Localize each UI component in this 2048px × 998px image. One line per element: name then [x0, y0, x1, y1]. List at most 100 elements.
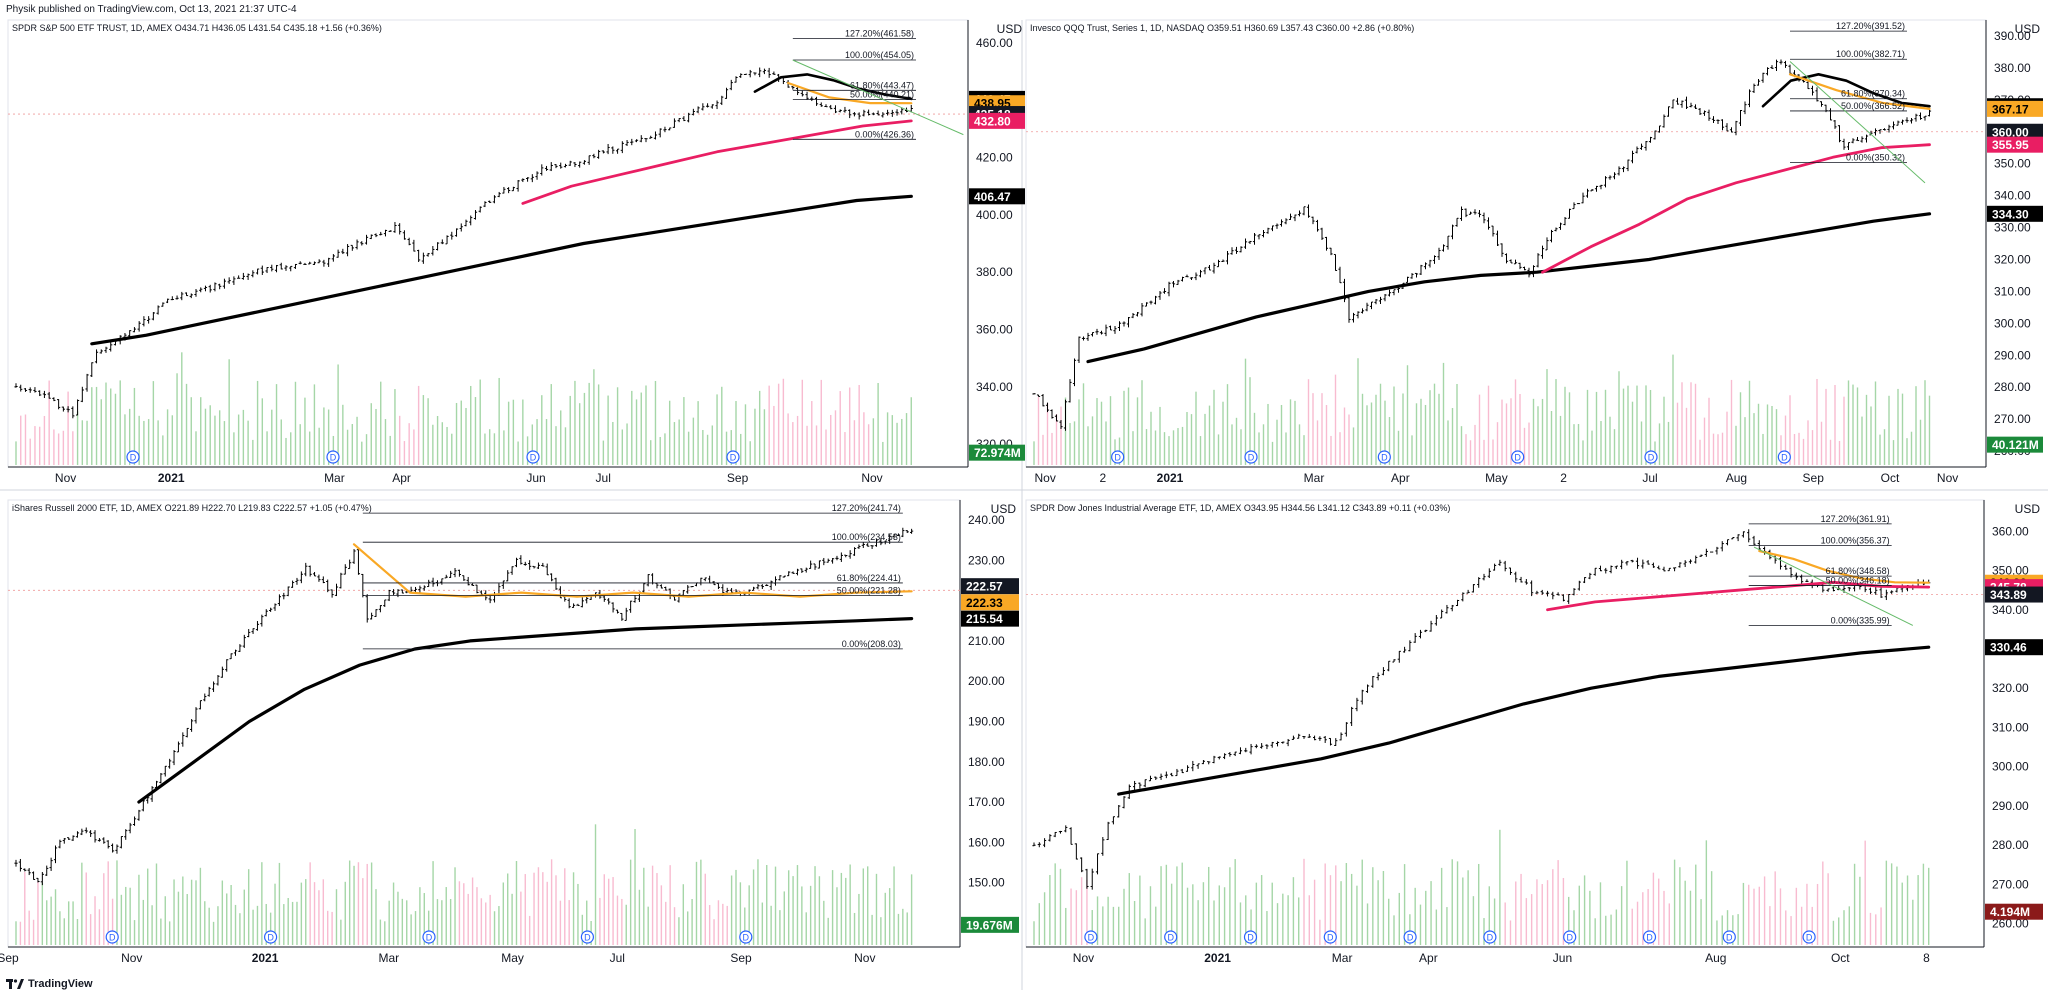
volume-bar — [1235, 417, 1238, 465]
volume-bar — [204, 901, 206, 945]
sma-200-line[interactable] — [1117, 645, 1931, 796]
trendline[interactable] — [1789, 61, 1926, 184]
dividend-marker-icon[interactable] — [1164, 930, 1178, 944]
volume-bar — [214, 415, 216, 465]
volume-bar — [1438, 393, 1440, 465]
fib-level-label: 100.00%(234.53) — [832, 532, 901, 542]
volume-bar — [1595, 391, 1598, 465]
dividend-marker-icon[interactable] — [1722, 930, 1736, 944]
sma-200-line[interactable] — [1086, 212, 1932, 364]
dividend-marker-icon[interactable] — [580, 930, 595, 944]
dividend-marker-icon[interactable] — [105, 930, 119, 944]
volume-bar — [1829, 439, 1832, 465]
volume-bar — [157, 420, 159, 465]
dividend-marker-icon[interactable] — [126, 450, 140, 464]
trendline[interactable] — [1753, 546, 1914, 626]
tradingview-logo-icon — [6, 979, 24, 989]
dividend-marker-icon[interactable] — [1403, 930, 1417, 944]
volume-bar — [1852, 384, 1854, 465]
dividend-marker-icon[interactable] — [1243, 930, 1258, 944]
ema-20-line[interactable] — [1761, 73, 1931, 108]
dividend-marker-icon[interactable] — [326, 450, 340, 464]
sma-200-line[interactable] — [90, 194, 913, 346]
volume-bar — [261, 862, 263, 945]
tradingview-footer[interactable]: TradingView — [6, 978, 93, 990]
volume-bar — [59, 911, 61, 945]
volume-bar — [1679, 867, 1681, 945]
volume-bar — [629, 859, 632, 945]
volume-bar — [1647, 889, 1649, 945]
volume-bar — [397, 891, 399, 945]
dividend-marker-icon[interactable] — [1084, 930, 1098, 944]
volume-bar — [252, 909, 254, 945]
dividend-marker-icon[interactable] — [526, 450, 540, 464]
volume-bar — [1350, 873, 1353, 945]
plot-area[interactable] — [7, 499, 961, 948]
chart-panel-top-right[interactable]: Invesco QQQ Trust, Series 1, 1D, NASDAQ … — [1025, 19, 2043, 485]
volume-bar — [1742, 882, 1745, 945]
dividend-marker-icon[interactable] — [422, 930, 436, 944]
volume-bar — [54, 889, 57, 945]
dividend-marker-icon[interactable] — [1483, 930, 1497, 944]
volume-bar — [1577, 423, 1580, 465]
volume-bar — [182, 876, 184, 945]
volume-bar — [488, 429, 491, 465]
volume-bar — [1928, 395, 1931, 465]
dividend-marker-icon[interactable] — [264, 930, 278, 944]
dividend-marker-icon[interactable] — [1777, 450, 1791, 464]
dividend-marker-icon[interactable] — [1563, 930, 1577, 944]
volume-bar — [361, 441, 363, 465]
volume-bar — [1226, 384, 1229, 465]
dividend-marker-icon[interactable] — [1323, 930, 1337, 944]
volume-bar — [1780, 435, 1782, 465]
volume-bar — [129, 887, 131, 945]
volume-bar — [218, 410, 221, 465]
volume-bar — [687, 431, 690, 465]
plot-area[interactable] — [1025, 19, 1987, 468]
ema-20-line[interactable] — [753, 73, 913, 101]
volume-bar — [635, 399, 638, 465]
volume-bar — [436, 899, 439, 945]
sma-200-line[interactable] — [137, 616, 914, 804]
ema-10-line[interactable] — [1758, 549, 1930, 584]
volume-bar — [57, 433, 60, 465]
volume-bar — [432, 424, 434, 465]
volume-bar — [89, 914, 92, 945]
dividend-marker-icon[interactable] — [1644, 450, 1658, 464]
dividend-marker-icon[interactable] — [1511, 450, 1525, 464]
chart-panel-bottom-left[interactable]: iShares Russell 2000 ETF, 1D, AMEX O221.… — [0, 499, 1019, 965]
volume-bar — [1705, 840, 1708, 945]
chart-panel-bottom-right[interactable]: SPDR Dow Jones Industrial Average ETF, 1… — [1025, 499, 2043, 965]
volume-bar — [120, 894, 123, 945]
dividend-marker-icon[interactable] — [1802, 930, 1816, 944]
ema-10-line[interactable] — [352, 543, 913, 598]
dividend-marker-icon[interactable] — [1377, 450, 1391, 464]
sma-50-line[interactable] — [521, 119, 913, 205]
volume-bar — [1769, 906, 1771, 945]
time-tick-label: Mar — [324, 471, 345, 485]
volume-bar — [886, 412, 889, 465]
volume-bar — [1155, 906, 1157, 945]
dividend-marker-icon[interactable] — [739, 930, 753, 944]
volume-bar — [212, 921, 215, 945]
sma-50-line[interactable] — [1541, 143, 1931, 274]
volume-bar — [48, 380, 50, 465]
dividend-marker-icon[interactable] — [1244, 450, 1258, 464]
volume-bar — [839, 391, 841, 465]
trendline[interactable] — [792, 59, 964, 136]
fib-level-label: 50.00%(346.18) — [1826, 576, 1890, 586]
dividend-marker-icon[interactable] — [726, 450, 740, 464]
volume-bar — [1065, 907, 1067, 945]
volume-bar — [1181, 426, 1184, 465]
plot-area[interactable] — [7, 19, 969, 468]
dividend-marker-icon[interactable] — [1642, 930, 1657, 944]
dividend-marker-icon[interactable] — [1111, 450, 1125, 464]
fib-level-label: 61.80%(370.34) — [1841, 89, 1905, 99]
volume-bar — [830, 414, 832, 465]
chart-panel-top-left[interactable]: SPDR S&P 500 ETF TRUST, 1D, AMEX O434.71… — [7, 19, 1025, 485]
volume-bar — [749, 441, 751, 465]
chart-title: SPDR Dow Jones Industrial Average ETF, 1… — [1030, 503, 1450, 513]
sma-50-line[interactable] — [1546, 580, 1931, 612]
volume-bar — [844, 432, 846, 465]
volume-bar — [1583, 875, 1586, 945]
